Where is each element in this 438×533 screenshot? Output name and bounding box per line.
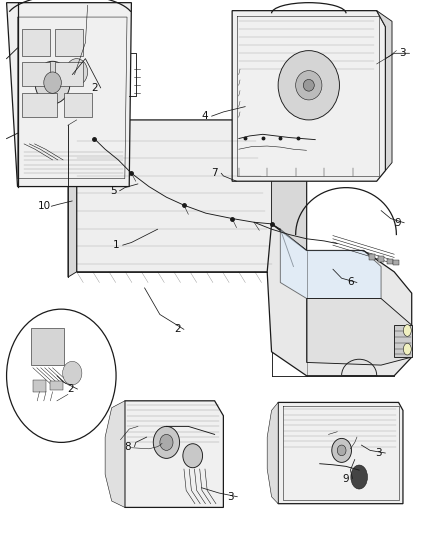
- Ellipse shape: [278, 51, 339, 120]
- Circle shape: [66, 59, 88, 85]
- Text: 10: 10: [38, 201, 51, 211]
- Bar: [393, 260, 399, 265]
- Circle shape: [35, 61, 70, 104]
- FancyBboxPatch shape: [55, 62, 83, 86]
- Text: 2: 2: [67, 384, 74, 394]
- Polygon shape: [105, 401, 125, 507]
- Text: 9: 9: [343, 474, 350, 483]
- Polygon shape: [267, 224, 412, 376]
- Text: 6: 6: [347, 278, 354, 287]
- Polygon shape: [280, 229, 381, 298]
- Polygon shape: [7, 3, 131, 187]
- Text: 4: 4: [201, 111, 208, 121]
- Ellipse shape: [296, 70, 322, 100]
- Text: 2: 2: [91, 83, 98, 93]
- Text: 3: 3: [375, 448, 382, 458]
- Ellipse shape: [153, 426, 180, 458]
- Polygon shape: [68, 120, 77, 277]
- Polygon shape: [278, 402, 403, 504]
- Text: 2: 2: [174, 325, 181, 334]
- FancyBboxPatch shape: [55, 29, 83, 56]
- Bar: [33, 380, 46, 392]
- Polygon shape: [267, 402, 278, 504]
- Polygon shape: [77, 120, 307, 272]
- Circle shape: [63, 361, 82, 385]
- Polygon shape: [125, 401, 223, 507]
- Ellipse shape: [160, 434, 173, 450]
- Text: 7: 7: [211, 168, 218, 178]
- Text: 1: 1: [113, 240, 120, 250]
- Text: 8: 8: [124, 442, 131, 451]
- Ellipse shape: [183, 443, 202, 468]
- Ellipse shape: [303, 79, 314, 91]
- FancyBboxPatch shape: [64, 93, 92, 117]
- Bar: [378, 256, 384, 262]
- Polygon shape: [272, 120, 307, 251]
- Polygon shape: [394, 325, 412, 357]
- Polygon shape: [307, 298, 412, 365]
- Circle shape: [7, 309, 116, 442]
- Text: 5: 5: [110, 186, 117, 196]
- Ellipse shape: [337, 445, 346, 456]
- Text: 3: 3: [227, 492, 234, 502]
- FancyBboxPatch shape: [31, 328, 64, 365]
- Text: 9: 9: [394, 218, 401, 228]
- FancyBboxPatch shape: [22, 93, 57, 117]
- Bar: [50, 381, 63, 390]
- Ellipse shape: [403, 343, 411, 355]
- Bar: [369, 254, 375, 260]
- Circle shape: [44, 72, 61, 93]
- Polygon shape: [377, 11, 392, 171]
- FancyBboxPatch shape: [22, 62, 50, 86]
- Polygon shape: [232, 11, 385, 181]
- Ellipse shape: [332, 438, 351, 462]
- Ellipse shape: [351, 465, 367, 489]
- Ellipse shape: [403, 325, 411, 336]
- Text: 3: 3: [399, 49, 406, 58]
- FancyBboxPatch shape: [22, 29, 50, 56]
- Bar: [387, 259, 393, 264]
